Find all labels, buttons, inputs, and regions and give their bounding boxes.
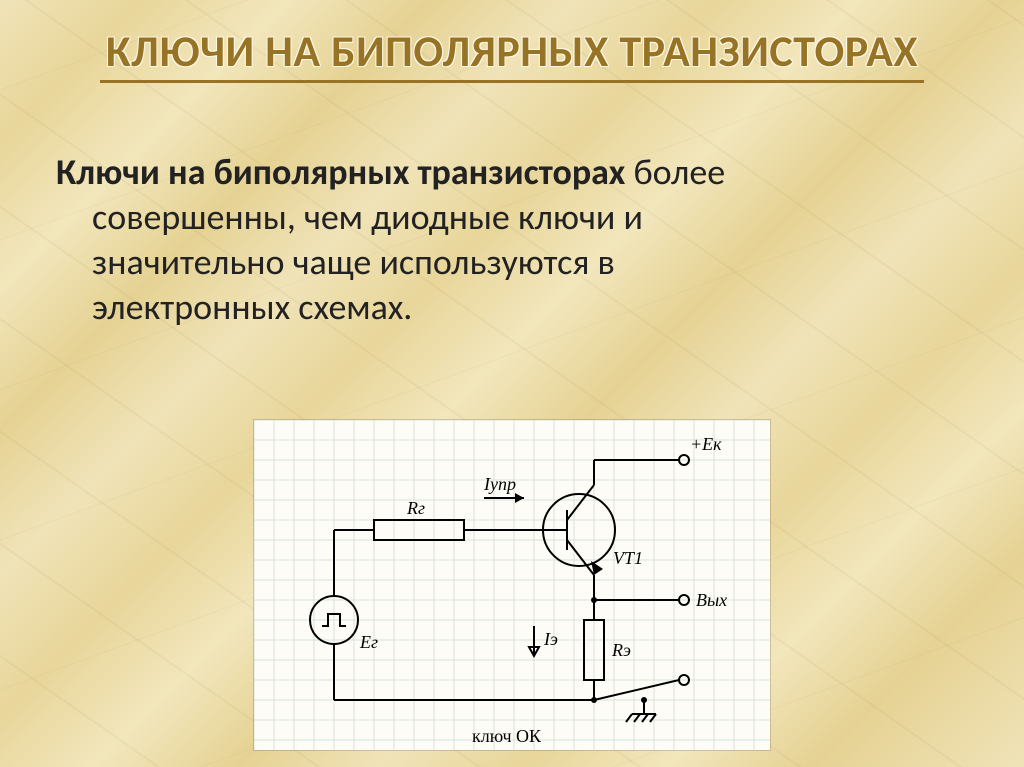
svg-text:+Eк: +Eк [690,434,722,454]
title-wrap: Ключи на биполярных транзисторах [0,24,1024,83]
body-text: Ключи на биполярных транзисторах более с… [56,150,968,330]
svg-text:Iупр: Iупр [483,474,516,494]
slide: Ключи на биполярных транзисторах Ключи н… [0,0,1024,767]
body-line3: значительно чаще используются в [56,240,968,285]
svg-text:ключ ОК: ключ ОК [472,726,542,746]
circuit-diagram: +Eк Вых Rг Eг Rэ Iупр Iэ VT1 ключ ОК [254,420,770,750]
body-lead: Ключи на биполярных транзисторах [56,150,625,194]
svg-text:Rг: Rг [406,498,425,518]
svg-text:Iэ: Iэ [543,629,558,649]
body-rest-line1: более [625,150,725,194]
body-line2: совершенны, чем диодные ключи и [56,195,968,240]
slide-title: Ключи на биполярных транзисторах [100,24,924,83]
circuit-svg: +Eк Вых Rг Eг Rэ Iупр Iэ VT1 ключ ОК [254,420,770,750]
svg-text:Rэ: Rэ [611,640,631,660]
svg-text:Вых: Вых [696,590,727,610]
svg-text:Eг: Eг [359,632,378,652]
body-line4: электронных схемах. [56,285,968,330]
svg-text:VT1: VT1 [613,548,643,568]
